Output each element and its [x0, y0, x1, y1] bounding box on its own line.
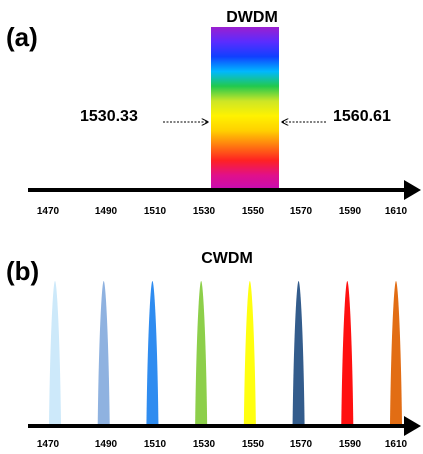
cwdm-tick-label: 1570	[289, 439, 313, 450]
cwdm-axis-arrowhead	[404, 416, 421, 436]
cwdm-tick-label: 1490	[94, 439, 118, 450]
cwdm-channel-1490	[97, 281, 110, 424]
dwdm-axis-arrowhead	[404, 180, 421, 200]
dwdm-spectrum-band	[211, 27, 279, 190]
cwdm-channel-1590	[341, 281, 354, 424]
cwdm-tick-label: 1550	[241, 439, 265, 450]
cwdm-tick-label: 1470	[36, 439, 60, 450]
panel-b-letter: (b)	[6, 256, 40, 286]
dwdm-tick-label: 1490	[94, 206, 118, 217]
cwdm-channel-1610	[390, 281, 402, 424]
dwdm-tick-label: 1470	[36, 206, 60, 217]
dwdm-tick-label: 1550	[241, 206, 265, 217]
cwdm-channel-1550	[243, 281, 256, 424]
cwdm-tick-label: 1510	[143, 439, 167, 450]
cwdm-channel-1570	[292, 281, 305, 424]
panel-a-letter: (a)	[6, 22, 38, 52]
cwdm-channel-1470	[49, 281, 61, 424]
dwdm-tick-label: 1610	[384, 206, 408, 217]
cwdm-tick-label: 1530	[192, 439, 216, 450]
panel-b-title: CWDM	[201, 250, 253, 267]
right-wavelength-label: 1560.61	[333, 108, 391, 125]
cwdm-tick-label: 1590	[338, 439, 362, 450]
cwdm-channel-1510	[146, 281, 159, 424]
cwdm-tick-label: 1610	[384, 439, 408, 450]
dwdm-tick-label: 1510	[143, 206, 167, 217]
left-wavelength-label: 1530.33	[80, 108, 138, 125]
dwdm-tick-label: 1570	[289, 206, 313, 217]
cwdm-channel-group	[49, 281, 402, 424]
cwdm-channel-1530	[195, 281, 208, 424]
panel-a-title: DWDM	[226, 9, 278, 26]
dwdm-tick-label: 1590	[338, 206, 362, 217]
dwdm-tick-label: 1530	[192, 206, 216, 217]
